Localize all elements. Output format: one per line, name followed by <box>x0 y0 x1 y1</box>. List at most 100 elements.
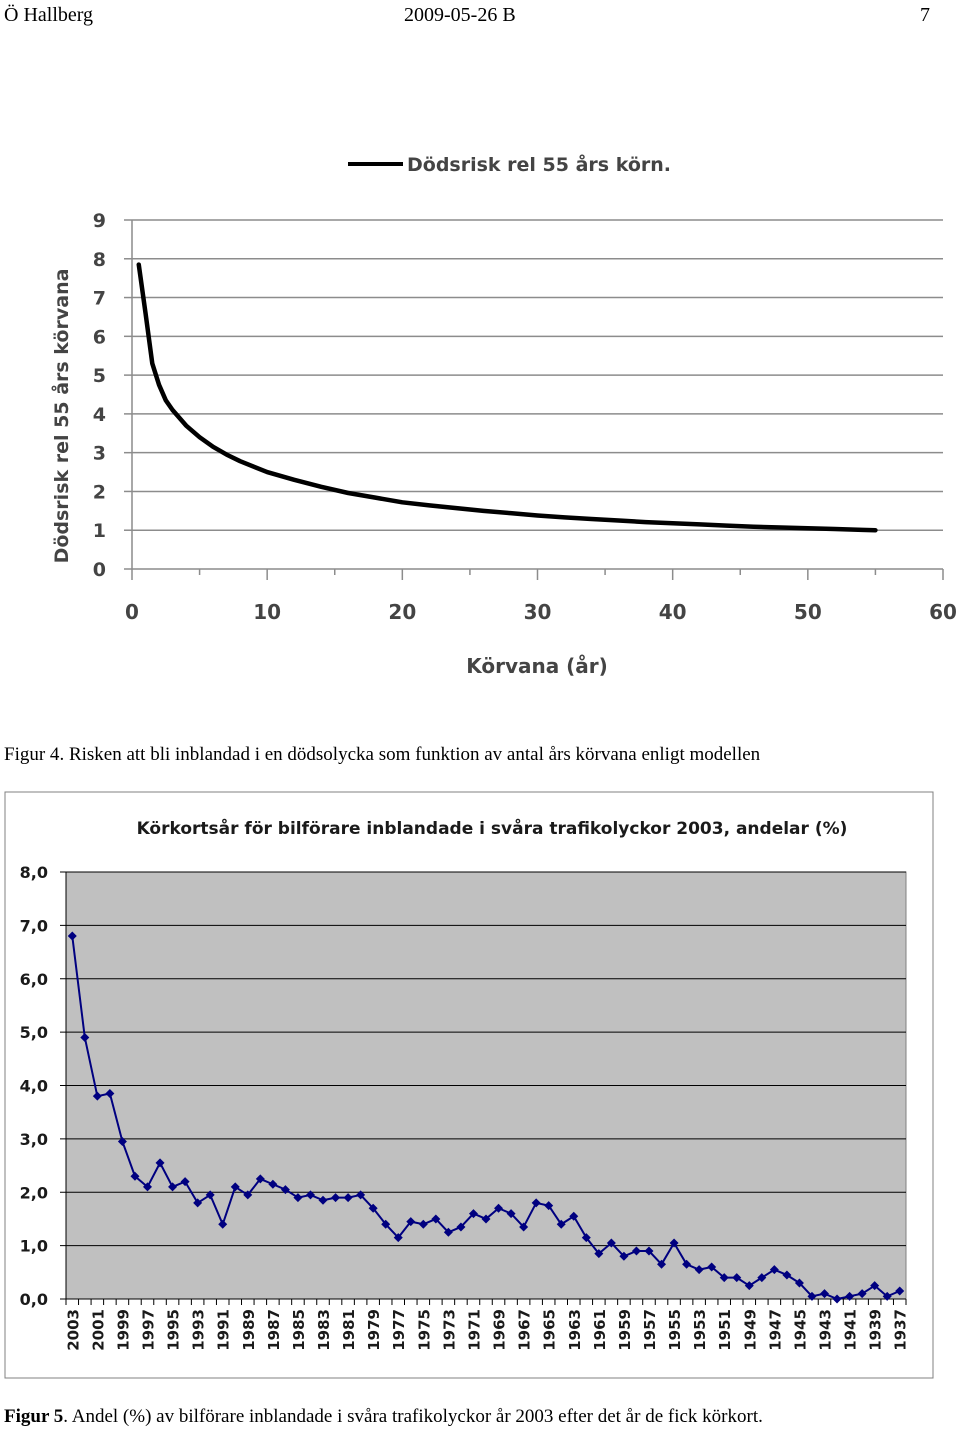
chart1-series <box>136 262 878 533</box>
chart2-y-tick-label: 6,0 <box>20 970 48 989</box>
figure-5-label: Figur 5 <box>4 1406 64 1427</box>
chart2-x-tick-label: 1975 <box>415 1309 433 1351</box>
chart2-data-point <box>631 1246 641 1256</box>
chart2-data-point <box>544 1201 554 1211</box>
chart2-data-point <box>205 1190 215 1200</box>
chart2-x-tick-label: 1953 <box>691 1309 709 1351</box>
chart2-data-point <box>268 1179 278 1189</box>
chart2-data-point <box>92 1091 102 1101</box>
chart2-data-point <box>142 1182 152 1192</box>
figure-5-text: . Andel (%) av bilförare inblandade i sv… <box>63 1406 763 1427</box>
chart2-x-tick-label: 1945 <box>791 1309 809 1351</box>
chart2-data-point <box>531 1198 541 1208</box>
chart2-data-point <box>707 1262 717 1272</box>
chart2-data-point <box>794 1278 804 1288</box>
chart2-x-tick-label: 1971 <box>465 1309 483 1351</box>
chart2-data-point <box>619 1251 629 1261</box>
figure-4-label: Figur 4 <box>4 744 60 765</box>
chart2-y-tick-labels: 0,0 1,0 2,0 3,0 4,0 5,0 6,0 7,0 8,0 <box>20 863 48 1309</box>
chart1-axes <box>124 219 944 580</box>
chart1-y-tick-label: 0 <box>93 559 106 581</box>
chart2-data-point <box>769 1265 779 1275</box>
chart1-y-tick-label: 6 <box>93 326 106 348</box>
chart1-y-tick-label: 5 <box>93 365 106 387</box>
chart2-data-point <box>393 1233 403 1243</box>
chart2-y-tick-label: 0,0 <box>20 1290 48 1309</box>
chart2-data-point <box>895 1286 905 1296</box>
chart2-data-point <box>180 1177 190 1187</box>
chart2-data-point <box>870 1281 880 1291</box>
chart1-x-tick-label: 30 <box>524 600 552 624</box>
chart2-data-point <box>193 1198 203 1208</box>
chart2-data-point <box>331 1193 341 1203</box>
chart2-axes <box>60 871 907 1305</box>
chart2-x-tick-label: 1961 <box>591 1309 609 1351</box>
chart2-x-tick-label: 1983 <box>315 1309 333 1351</box>
chart1-y-axis-label: Dödsrisk rel 55 års körvana <box>49 269 73 564</box>
chart1-gridlines <box>132 219 943 531</box>
chart2-data-point <box>406 1217 416 1227</box>
chart2-data-point <box>882 1291 892 1301</box>
chart2-x-tick-label: 1989 <box>240 1309 258 1351</box>
chart2-data-point <box>682 1259 692 1269</box>
chart2-data-point <box>230 1182 240 1192</box>
chart1-x-tick-labels: 0 10 20 30 40 50 60 <box>125 600 957 624</box>
chart1-y-tick-label: 9 <box>93 210 106 232</box>
header-date: 2009-05-26 B <box>404 4 516 26</box>
chart1-x-tick-label: 10 <box>253 600 281 624</box>
chart2-data-point <box>845 1291 855 1301</box>
chart2-y-tick-label: 7,0 <box>20 916 48 935</box>
chart2-data-point <box>318 1195 328 1205</box>
chart2-data-point <box>67 931 77 941</box>
chart2-data-point <box>719 1273 729 1283</box>
chart2-data-point <box>694 1265 704 1275</box>
chart1-y-tick-label: 3 <box>93 443 106 465</box>
chart2-y-tick-label: 1,0 <box>20 1237 48 1256</box>
chart2-data-point <box>669 1238 679 1248</box>
chart2-data-point <box>506 1209 516 1219</box>
chart2-data-point <box>807 1291 817 1301</box>
chart2-x-tick-label: 1943 <box>817 1309 835 1351</box>
chart2-data-point <box>381 1219 391 1229</box>
chart1-x-tick-label: 60 <box>929 600 957 624</box>
chart1-y-tick-label: 1 <box>93 520 106 542</box>
chart1-x-tick-label: 20 <box>388 600 416 624</box>
chart2-x-tick-label: 1979 <box>365 1309 383 1351</box>
chart1-x-tick-label: 50 <box>794 600 822 624</box>
chart2-data-point <box>280 1185 290 1195</box>
chart2-data-point <box>757 1273 767 1283</box>
chart2-data-point <box>418 1219 428 1229</box>
chart2-x-tick-label: 1947 <box>766 1309 784 1351</box>
chart2-data-point <box>657 1259 667 1269</box>
chart2-x-tick-label: 1941 <box>842 1309 860 1351</box>
chart2-data-point <box>782 1270 792 1280</box>
chart2-data-point <box>744 1281 754 1291</box>
chart2-data-point <box>168 1182 178 1192</box>
chart2-data-point <box>606 1238 616 1248</box>
chart2-data-point <box>356 1190 366 1200</box>
chart1-series-line <box>136 262 878 533</box>
chart1-y-tick-label: 8 <box>93 249 106 271</box>
chart2-data-point <box>305 1190 315 1200</box>
chart1-y-tick-label: 4 <box>93 404 106 426</box>
chart2-x-tick-label: 1981 <box>340 1309 358 1351</box>
chart2-data-point <box>468 1209 478 1219</box>
chart2-data-point <box>481 1214 491 1224</box>
chart2-y-tick-label: 2,0 <box>20 1183 48 1202</box>
chart2-data-point <box>832 1294 842 1304</box>
chart-figure-5: Körkortsår för bilförare inblandade i sv… <box>4 791 934 1379</box>
header-author: Ö Hallberg <box>4 4 94 26</box>
chart2-x-tick-label: 1963 <box>566 1309 584 1351</box>
chart2-x-tick-label: 1957 <box>641 1309 659 1351</box>
chart2-y-tick-label: 5,0 <box>20 1023 48 1042</box>
chart2-x-tick-label: 1937 <box>892 1309 910 1351</box>
chart2-x-tick-label: 1997 <box>139 1309 157 1351</box>
chart2-data-point <box>368 1203 378 1213</box>
chart2-data-point <box>443 1227 453 1237</box>
chart2-x-tick-label: 1999 <box>114 1309 132 1351</box>
chart2-data-point <box>431 1214 441 1224</box>
chart2-x-tick-label: 2003 <box>64 1309 82 1351</box>
chart2-data-point <box>155 1158 165 1168</box>
chart1-x-axis-label: Körvana (år) <box>466 654 608 678</box>
chart2-data-point <box>644 1246 654 1256</box>
